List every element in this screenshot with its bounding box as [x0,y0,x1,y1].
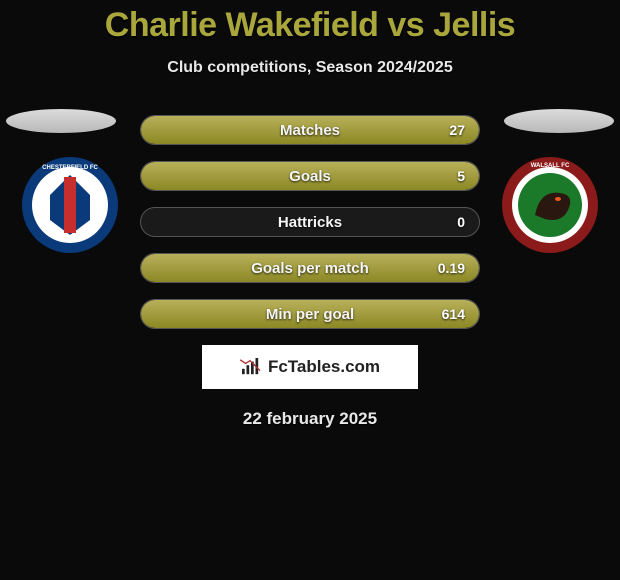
stat-label: Goals [141,162,479,190]
stat-row-goals-per-match: Goals per match 0.19 [140,253,480,283]
player-shadow-right [504,109,614,133]
stat-row-goals: Goals 5 [140,161,480,191]
bar-chart-icon [240,358,262,376]
stat-label: Min per goal [141,300,479,328]
stats-area: CHESTERFIELD FC WALSALL FC Matches 27 [0,115,620,429]
page-title: Charlie Wakefield vs Jellis [0,6,620,45]
club-crest-left: CHESTERFIELD FC [20,155,120,255]
date-label: 22 february 2025 [0,409,620,429]
walsall-crest-icon: WALSALL FC [500,155,600,255]
stat-value-right: 5 [457,162,465,190]
stat-label: Goals per match [141,254,479,282]
svg-text:CHESTERFIELD FC: CHESTERFIELD FC [42,165,98,171]
stat-row-matches: Matches 27 [140,115,480,145]
stat-value-right: 27 [449,116,465,144]
stat-label: Hattricks [141,208,479,236]
comparison-card: Charlie Wakefield vs Jellis Club competi… [0,0,620,429]
stat-row-min-per-goal: Min per goal 614 [140,299,480,329]
stat-value-right: 0.19 [438,254,465,282]
brand-badge[interactable]: FcTables.com [202,345,418,389]
stat-bars: Matches 27 Goals 5 Hattricks 0 Goal [140,115,480,329]
chesterfield-crest-icon: CHESTERFIELD FC [20,155,120,255]
stat-value-right: 614 [442,300,465,328]
subtitle: Club competitions, Season 2024/2025 [0,59,620,77]
player-shadow-left [6,109,116,133]
stat-row-hattricks: Hattricks 0 [140,207,480,237]
svg-text:WALSALL FC: WALSALL FC [531,163,570,169]
stat-value-right: 0 [457,208,465,236]
club-crest-right: WALSALL FC [500,155,600,255]
stat-label: Matches [141,116,479,144]
brand-text: FcTables.com [268,357,380,377]
